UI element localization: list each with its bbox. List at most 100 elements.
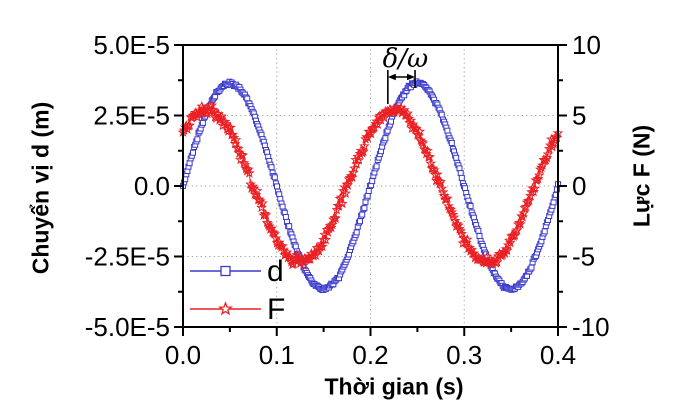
marker-star [238,157,250,168]
marker-square [199,119,206,126]
marker-square [365,188,372,194]
marker-star [542,148,554,159]
marker-square [444,127,451,134]
marker-star [372,118,383,129]
marker-star [244,167,255,178]
marker-star [251,185,263,196]
series-F [177,99,564,270]
phase-annotation: δ/ω [383,44,429,104]
marker-star [357,145,369,157]
left-tick-label: -5.0E-5 [85,312,170,342]
marker-star [260,209,272,220]
annotation-arrowhead-left [387,73,396,81]
marker-star [341,178,353,189]
marker-square [268,164,275,171]
marker-square [373,163,380,170]
marker-star [247,180,258,192]
annotation-text: δ/ω [383,44,429,74]
left-tick-label: -2.5E-5 [85,242,170,272]
marker-star [414,126,426,137]
marker-star [320,234,332,245]
marker-star [359,140,370,151]
marker-square [453,154,460,161]
marker-star [326,219,338,230]
series-d [180,78,561,293]
marker-star [402,107,413,119]
marker-square [282,214,289,220]
marker-square [364,192,371,199]
marker-square [190,149,196,156]
marker-square [353,229,360,236]
marker-star [533,169,545,181]
marker-star [230,134,242,145]
marker-square [186,160,193,167]
marker-star [513,217,525,228]
marker-star [427,162,439,174]
marker-star [270,232,282,243]
marker-star [445,204,457,215]
marker-star [237,149,249,161]
marker-star [442,192,453,204]
right-tick-label: 10 [572,30,601,60]
marker-star [432,168,443,180]
marker-star [339,181,350,192]
marker-star [220,118,232,129]
marker-star [361,131,372,142]
marker-square [286,223,293,230]
marker-star [340,187,351,199]
marker-square [271,174,278,181]
marker-star [498,246,510,257]
marker-star [461,233,473,245]
legend-marker-d [220,265,231,277]
marker-square [438,111,445,118]
marker-square [457,170,464,177]
marker-star [257,197,268,208]
marker-star [365,128,377,139]
marker-star [501,245,513,256]
legend-label-d: d [267,255,284,288]
marker-star [405,115,417,126]
marker-star [184,119,195,130]
series-F-markers [177,99,564,270]
right-tick-label: 0 [572,171,586,201]
annotation-arrowhead-right [407,73,416,81]
right-tick-label: 5 [572,101,586,131]
marker-star [254,193,265,205]
marker-star [336,198,348,209]
marker-star [516,210,527,221]
right-tick-label: -10 [572,312,610,342]
marker-star [417,137,429,148]
marker-star [481,250,493,262]
marker-star [537,159,548,170]
marker-square [458,174,465,181]
marker-star [518,207,529,218]
marker-star [283,250,295,261]
marker-square [541,228,548,235]
tick-labels: 5.0E-52.5E-50.0-2.5E-5-5.0E-51050-5-100.… [85,30,610,370]
marker-square [467,203,474,210]
left-tick-label: 5.0E-5 [93,30,170,60]
marker-star [446,206,458,217]
marker-star [342,179,354,190]
x-tick-label: 0.1 [259,340,295,370]
marker-star [416,136,428,147]
marker-star [216,110,228,121]
marker-star [205,106,216,117]
marker-star [330,212,341,223]
marker-star [319,229,330,240]
marker-square [359,211,366,218]
marker-square [361,205,368,212]
legend-marker-F [218,301,233,316]
axes [174,44,567,336]
marker-star [454,223,465,234]
x-tick-label: 0.4 [540,340,576,370]
marker-star [262,218,274,229]
marker-square [369,178,376,185]
left-tick-label: 2.5E-5 [93,101,170,131]
marker-star [425,157,437,169]
marker-star [491,256,503,267]
marker-square [274,183,280,190]
marker-star [422,145,433,156]
marker-square [388,118,394,125]
